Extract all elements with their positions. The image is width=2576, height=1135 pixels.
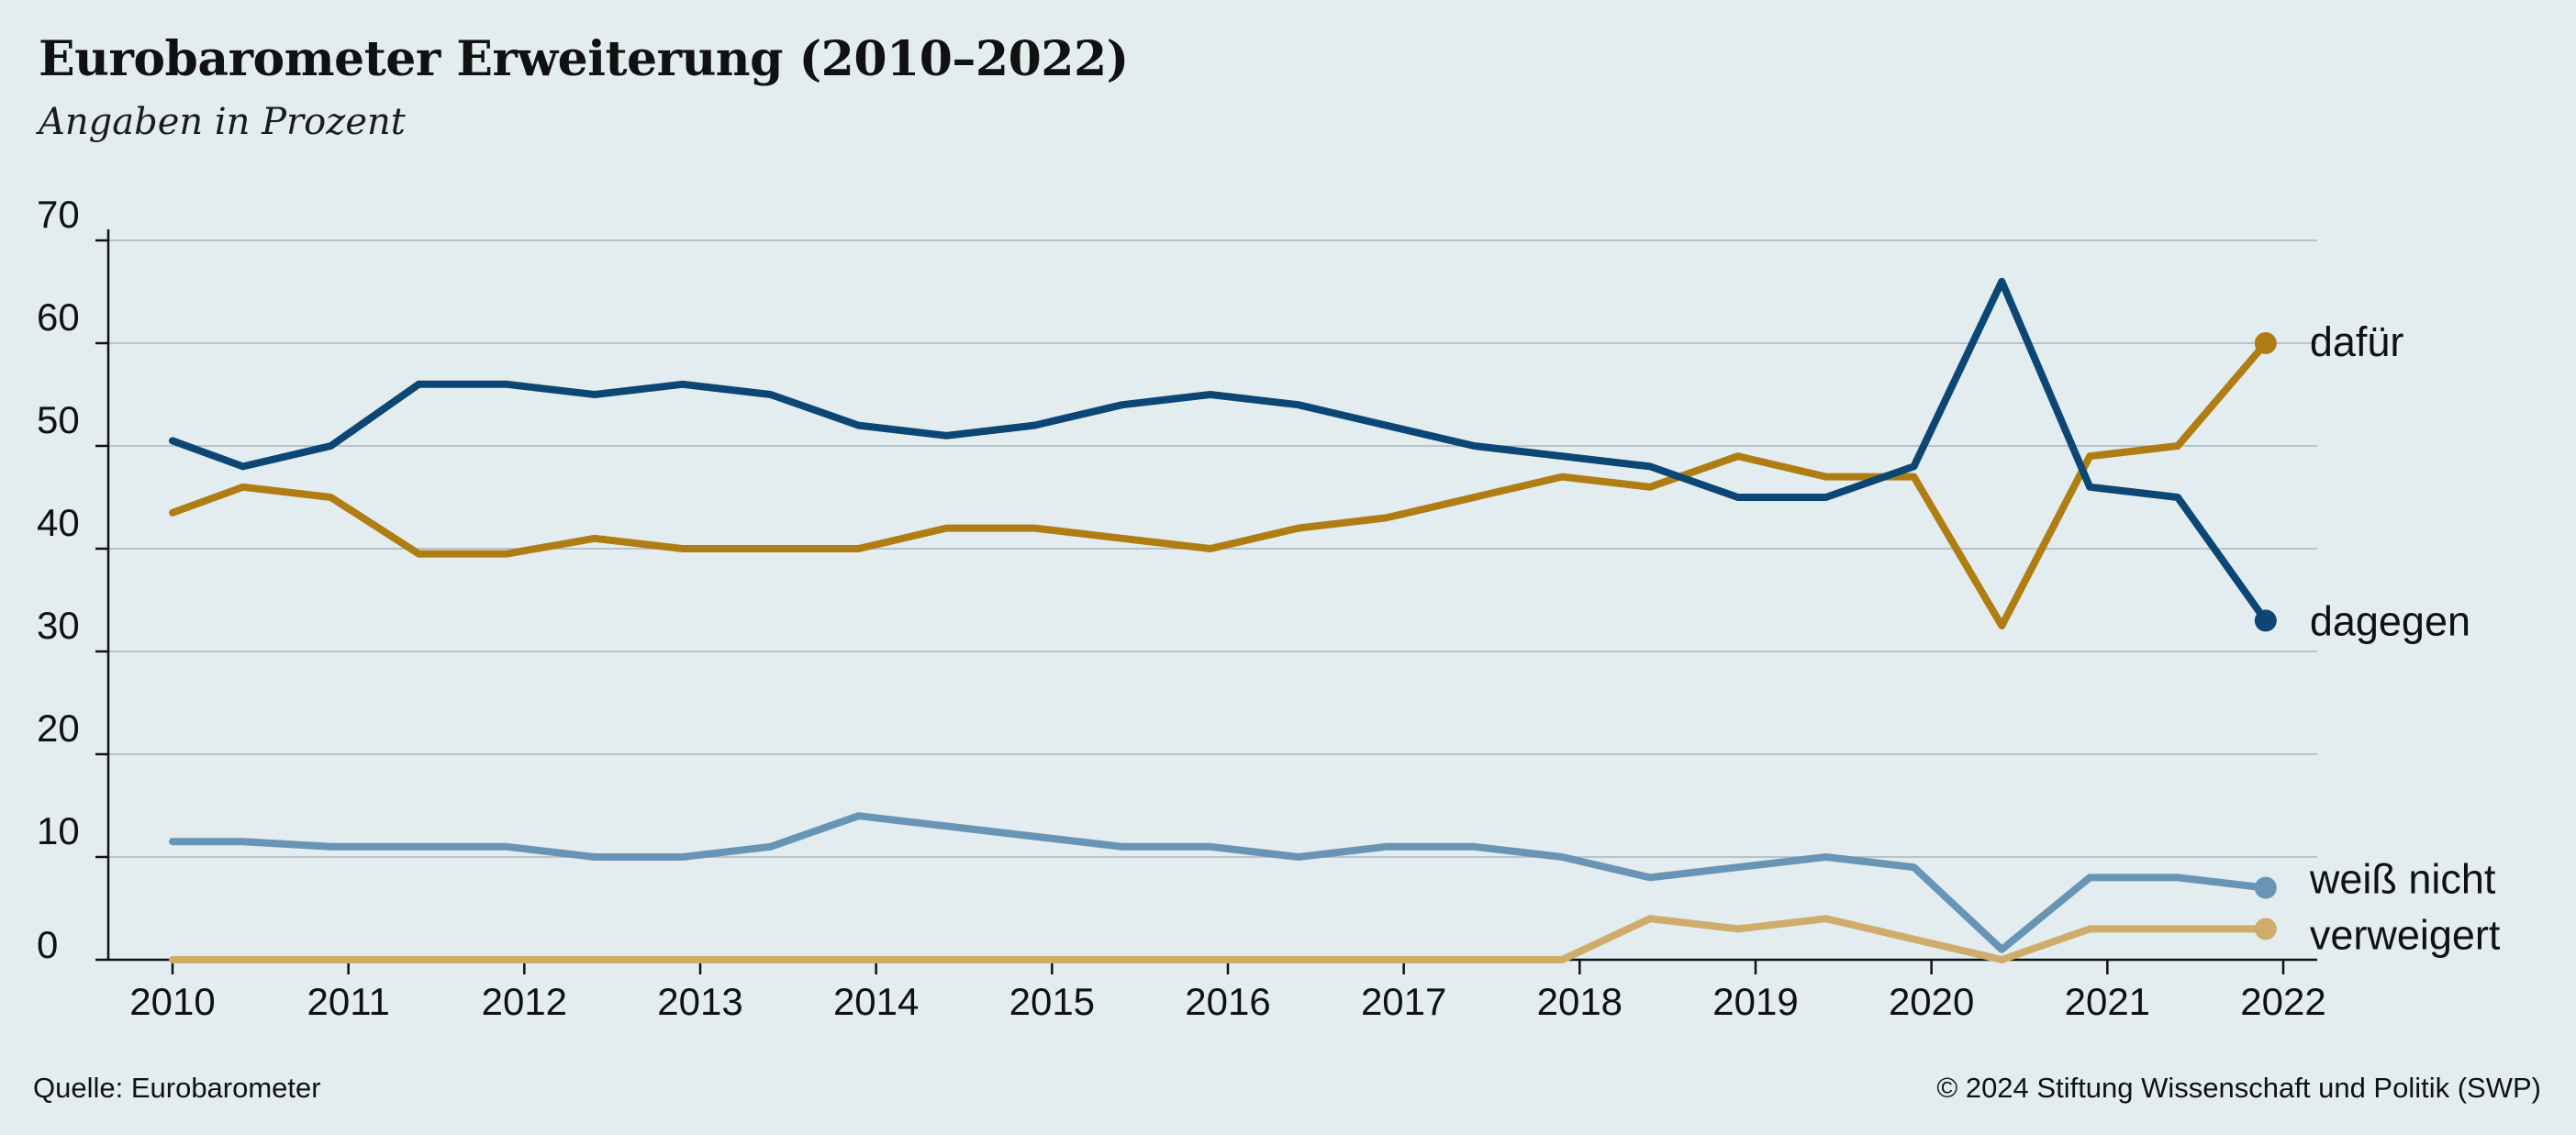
gridlines: [108, 239, 2317, 858]
x-tick-label-2018: 2018: [1537, 980, 1623, 1023]
copyright-note: © 2024 Stiftung Wissenschaft und Politik…: [1936, 1072, 2541, 1104]
series-endpoint-dafuer: [2254, 332, 2277, 354]
series-label-weiss_nicht: weiß nicht: [2309, 856, 2496, 903]
y-tick-label-40: 40: [37, 501, 80, 544]
series-endpoint-verweigert: [2254, 918, 2277, 940]
x-tick-label-2011: 2011: [307, 980, 390, 1023]
chart-subtitle: Angaben in Prozent: [39, 101, 406, 143]
y-tick-label-30: 30: [37, 604, 80, 647]
series-label-dagegen: dagegen: [2310, 597, 2470, 644]
series-line-dafuer: [169, 339, 2269, 629]
x-tick-label-2017: 2017: [1361, 980, 1446, 1023]
x-tick-label-2020: 2020: [1889, 980, 1974, 1023]
chart-title: Eurobarometer Erweiterung (2010–2022): [39, 31, 1129, 87]
source-note: Quelle: Eurobarometer: [33, 1072, 321, 1104]
x-tick-label-2014: 2014: [833, 980, 919, 1023]
x-tick-label-2015: 2015: [1009, 980, 1095, 1023]
y-tick-label-60: 60: [37, 295, 80, 339]
x-tick-label-2010: 2010: [129, 980, 215, 1023]
x-tick-label-2016: 2016: [1185, 980, 1270, 1023]
x-tick-label-2013: 2013: [657, 980, 742, 1023]
y-tick-label-0: 0: [37, 923, 58, 966]
x-tick-label-2022: 2022: [2240, 980, 2325, 1023]
series-line-weiss_nicht: [169, 812, 2269, 953]
series-lines: [169, 277, 2277, 963]
series-endpoint-weiss_nicht: [2254, 876, 2277, 899]
series-line-verweigert: [169, 915, 2269, 963]
series-label-verweigert: verweigert: [2310, 911, 2501, 958]
x-tick-label-2012: 2012: [482, 980, 567, 1023]
x-tick-label-2021: 2021: [2065, 980, 2150, 1023]
series-endpoint-dagegen: [2254, 609, 2277, 632]
series-labels: dafür dagegen weiß nicht verweigert: [2309, 318, 2501, 958]
y-tick-label-20: 20: [37, 707, 80, 750]
series-label-dafuer: dafür: [2310, 318, 2404, 365]
x-tick-label-2019: 2019: [1712, 980, 1798, 1023]
series-line-dagegen: [169, 277, 2269, 625]
y-tick-label-50: 50: [37, 398, 80, 441]
y-tick-label-10: 10: [37, 809, 80, 852]
y-tick-label-70: 70: [37, 193, 80, 236]
